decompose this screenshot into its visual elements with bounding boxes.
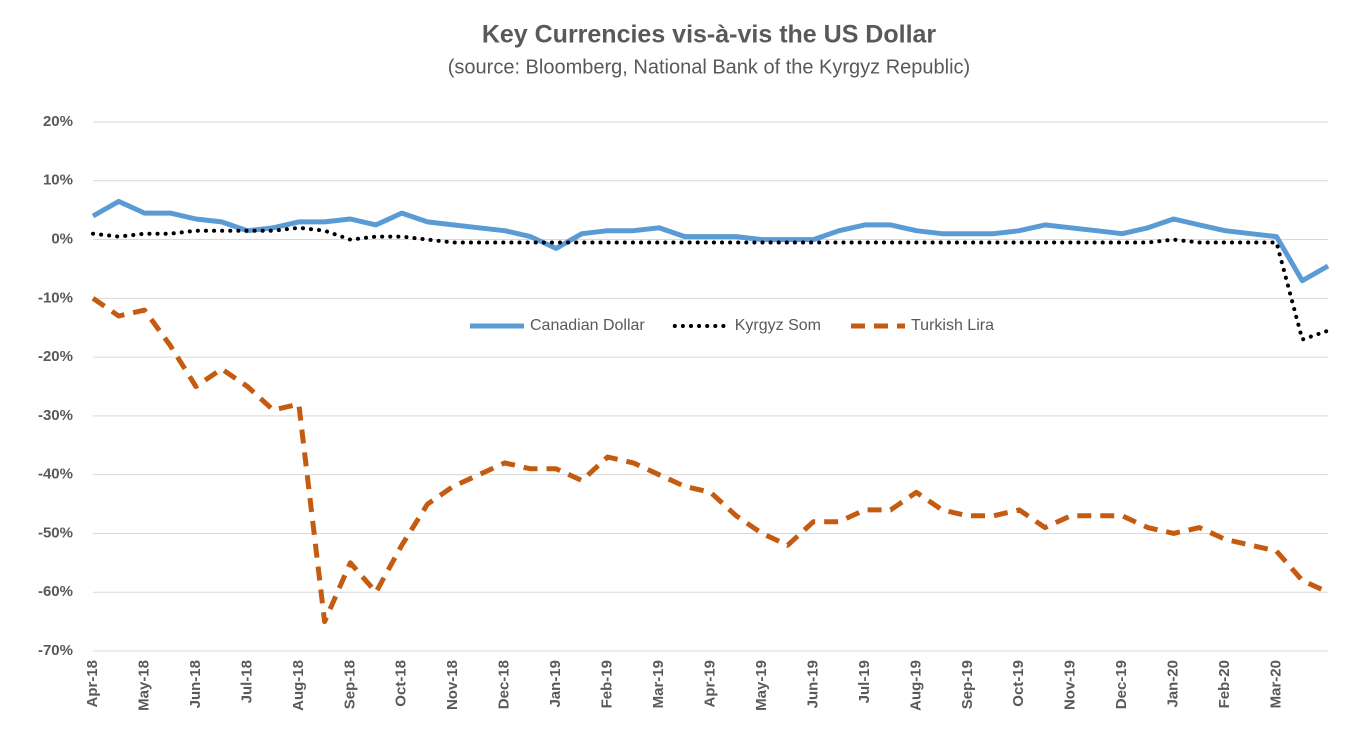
- x-tick-label: Nov-19: [1062, 660, 1079, 710]
- x-tick-label: Mar-20: [1268, 660, 1285, 708]
- x-tick-label: Mar-19: [650, 660, 667, 708]
- x-tick-label: Jul-19: [856, 660, 873, 703]
- y-tick-label: 20%: [43, 113, 73, 130]
- series-line: [91, 198, 1330, 284]
- series-line: [91, 225, 1330, 342]
- legend-label: Kyrgyz Som: [735, 317, 821, 334]
- series-line: [91, 296, 1330, 625]
- x-tick-label: Dec-18: [496, 660, 513, 709]
- x-tick-label: Oct-18: [393, 660, 410, 707]
- x-tick-label: Oct-19: [1010, 660, 1027, 707]
- x-tick-label: May-19: [753, 660, 770, 711]
- y-tick-label: -70%: [38, 642, 73, 659]
- x-tick-label: Jun-18: [187, 660, 204, 708]
- x-tick-label: Aug-18: [290, 660, 307, 711]
- x-tick-label: Jul-18: [238, 660, 255, 703]
- y-tick-label: -20%: [38, 348, 73, 365]
- x-tick-label: Sep-19: [959, 660, 976, 709]
- y-tick-label: -30%: [38, 407, 73, 424]
- x-tick-label: Jan-20: [1165, 660, 1182, 708]
- x-tick-label: May-18: [135, 660, 152, 711]
- y-tick-label: -40%: [38, 466, 73, 483]
- y-tick-label: 10%: [43, 172, 73, 189]
- y-tick-label: -50%: [38, 524, 73, 541]
- x-tick-label: Apr-19: [701, 660, 718, 708]
- y-tick-label: -60%: [38, 583, 73, 600]
- chart-subtitle: (source: Bloomberg, National Bank of the…: [448, 56, 970, 78]
- x-tick-label: Jan-19: [547, 660, 564, 708]
- legend-label: Canadian Dollar: [530, 317, 645, 334]
- x-tick-label: Jun-19: [804, 660, 821, 708]
- x-tick-label: Sep-18: [341, 660, 358, 709]
- x-tick-label: Feb-19: [599, 660, 616, 708]
- x-tick-label: Apr-18: [84, 660, 101, 708]
- x-tick-label: Dec-19: [1113, 660, 1130, 709]
- y-tick-label: 0%: [51, 231, 73, 248]
- y-tick-label: -10%: [38, 289, 73, 306]
- x-tick-label: Nov-18: [444, 660, 461, 710]
- chart-title: Key Currencies vis-à-vis the US Dollar: [482, 21, 937, 49]
- legend-label: Turkish Lira: [911, 317, 994, 334]
- x-tick-label: Feb-20: [1216, 660, 1233, 708]
- x-tick-label: Aug-19: [907, 660, 924, 711]
